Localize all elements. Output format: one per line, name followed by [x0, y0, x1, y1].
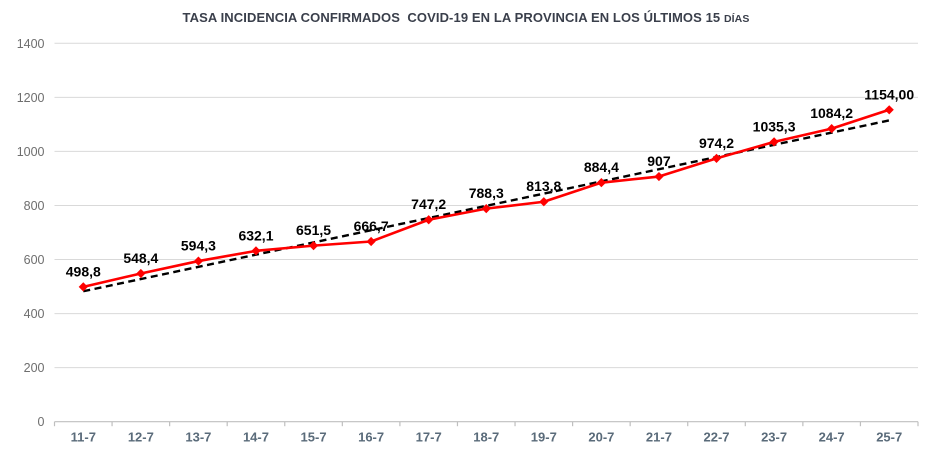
data-point-label: 788,3 — [469, 185, 504, 201]
data-point-label: 498,8 — [66, 263, 101, 279]
y-axis-tick-label: 0 — [38, 415, 45, 429]
x-axis-tick-label: 14-7 — [243, 430, 269, 445]
y-axis-tick-label: 600 — [24, 253, 45, 267]
data-point-marker — [193, 256, 204, 266]
data-point-label: 594,3 — [181, 238, 216, 254]
data-point-marker — [308, 241, 319, 251]
data-point-marker — [596, 178, 606, 188]
data-point-marker — [711, 153, 722, 163]
data-point-label: 974,2 — [699, 135, 734, 151]
y-axis-tick-label: 1400 — [17, 37, 45, 51]
y-axis-tick-label: 1200 — [17, 91, 45, 105]
data-point-marker — [827, 124, 837, 134]
data-point-marker — [366, 236, 376, 247]
x-axis-tick-label: 12-7 — [128, 430, 154, 445]
data-point-label: 651,5 — [296, 222, 331, 238]
x-axis-tick-label: 11-7 — [71, 430, 96, 445]
x-axis-tick-label: 22-7 — [704, 430, 730, 445]
data-point-marker — [136, 268, 146, 279]
x-axis-tick-label: 16-7 — [358, 430, 384, 445]
x-axis-tick-label: 13-7 — [185, 430, 211, 445]
data-point-marker — [884, 105, 894, 115]
x-axis-tick-label: 25-7 — [876, 430, 902, 445]
data-point-label: 1035,3 — [753, 118, 796, 134]
data-point-marker — [78, 282, 88, 292]
x-axis-tick-label: 23-7 — [761, 430, 787, 445]
x-axis-tick-label: 15-7 — [301, 430, 327, 445]
data-point-marker — [251, 246, 261, 256]
data-point-label: 632,1 — [238, 227, 273, 243]
y-axis-tick-label: 400 — [24, 307, 45, 321]
data-point-label: 1154,00 — [864, 86, 914, 102]
y-axis-tick-label: 200 — [24, 361, 45, 375]
x-axis-tick-label: 24-7 — [819, 430, 845, 445]
chart-title-days: DÍAS — [723, 13, 750, 25]
data-point-marker — [481, 204, 491, 214]
chart-title-main: TASA INCIDENCIA CONFIRMADOS COVID-19 EN … — [182, 10, 724, 25]
data-point-label: 747,2 — [411, 196, 446, 212]
data-point-label: 666,7 — [354, 218, 389, 234]
data-point-marker — [769, 137, 779, 147]
data-point-marker — [539, 197, 549, 207]
data-point-label: 813,8 — [526, 178, 561, 194]
data-point-label: 1084,2 — [810, 105, 853, 121]
data-point-label: 548,4 — [123, 250, 158, 266]
data-point-marker — [424, 215, 434, 225]
x-axis-tick-label: 21-7 — [646, 430, 672, 445]
data-point-marker — [654, 171, 664, 182]
x-axis-tick-label: 18-7 — [473, 430, 499, 445]
data-point-label: 884,4 — [584, 159, 619, 175]
data-point-label: 907 — [647, 153, 671, 169]
x-axis-tick-label: 19-7 — [531, 430, 557, 445]
chart-title: TASA INCIDENCIA CONFIRMADOS COVID-19 EN … — [0, 10, 932, 25]
x-axis-tick-label: 20-7 — [588, 430, 614, 445]
y-axis-tick-label: 1000 — [17, 145, 45, 159]
x-axis-tick-label: 17-7 — [416, 430, 442, 445]
y-axis-tick-label: 800 — [24, 199, 45, 213]
